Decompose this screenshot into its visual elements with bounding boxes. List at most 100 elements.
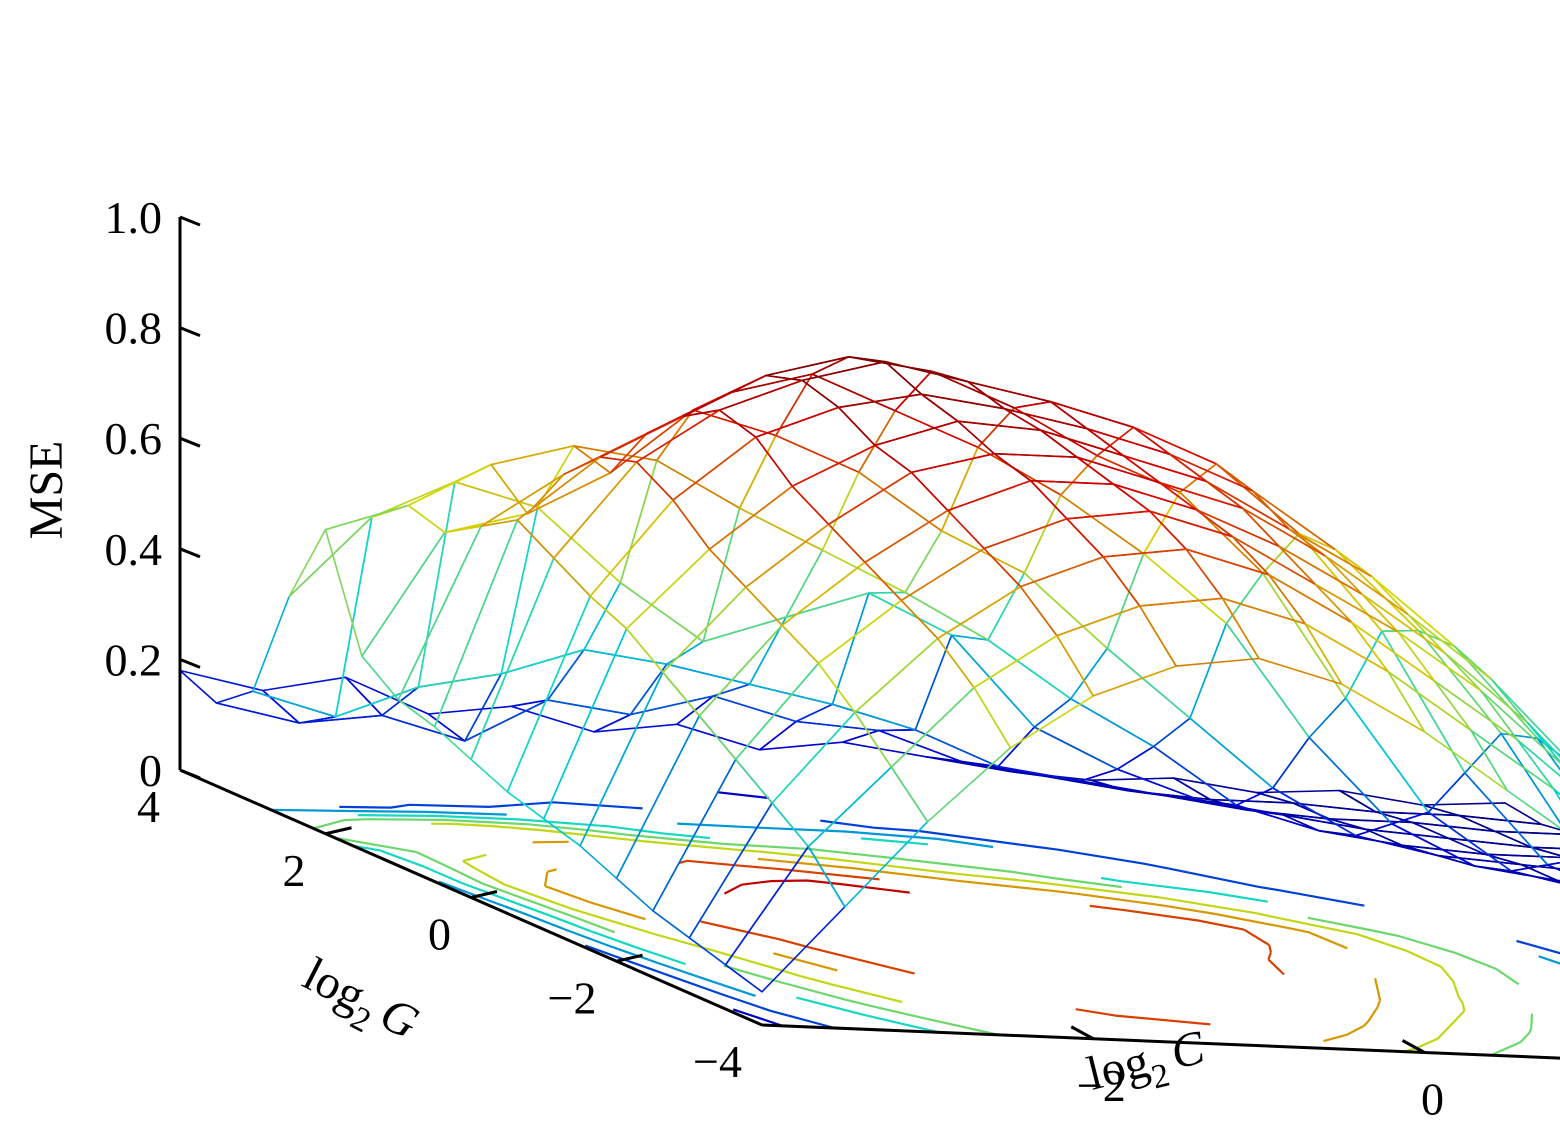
y-tick-label: 0 [428,909,451,960]
contour-line [352,814,1268,1034]
surface-patch [1066,510,1187,558]
surface-patch [1324,555,1446,654]
z-axis-label: MSE [20,441,73,540]
y-tick-mark [325,826,352,836]
surface-patch [500,506,622,675]
surface-patch [1470,729,1560,829]
surface-patch [490,445,612,515]
surface-patch [1235,787,1357,837]
surface-patch [1530,846,1560,857]
surface-patch [837,393,959,447]
surface-patch [1480,690,1560,777]
surface-patch [1344,630,1466,813]
z-tick-label: 0.2 [105,634,163,685]
surface-patch [1520,863,1560,882]
surface-patch [1185,548,1307,625]
surface-patch [1221,597,1343,685]
surface-patch [1500,732,1560,824]
x-axis-label: log2C [1082,1020,1213,1111]
z-tick-label: 1.0 [105,192,163,243]
surface-patch [987,572,1108,700]
y-tick-label: −4 [693,1036,742,1087]
surface-patch [546,648,668,716]
x-tick-mark [1070,1025,1094,1041]
y-tick-mark [470,890,498,899]
surface-patch [1494,830,1560,850]
surface-patch [1298,532,1420,632]
z-tick-mark [179,658,201,669]
surface-patch [1138,597,1260,667]
surface-patch [417,481,539,688]
contour-line [339,801,1560,1030]
surface-patch [983,518,1105,588]
surface-patch [1447,837,1560,859]
surface-patch [831,592,953,731]
surface-patch [1516,739,1560,796]
surface-patch [1351,621,1472,732]
x-tick-label: 0 [1421,1074,1444,1122]
surface-patch [795,703,917,732]
y-tick-label: −2 [548,972,597,1023]
surface-patch [324,504,446,657]
surface-patch [179,669,300,724]
z-tick-mark [179,436,201,448]
svg-text:log2C: log2C [1082,1020,1213,1111]
surface-patch [868,591,989,641]
contour-line [270,808,1560,997]
surface-patch [480,456,602,527]
surface-patch [894,370,1016,449]
surface-patch [1338,789,1460,817]
svg-text:log2G: log2G [290,948,427,1060]
surface-patch [397,519,519,728]
surface-patch [526,432,648,515]
surface-patch [1159,481,1280,548]
surface-patch [791,444,913,526]
z-tick-mark [179,215,201,227]
surface-patch [676,695,797,751]
surface-patch [1102,548,1224,607]
surface-patch [1278,545,1399,633]
surface-patch [940,446,1062,574]
surface-patch [298,686,420,724]
contour-line [718,791,784,1027]
z-tick-mark [179,326,201,337]
z-tick-label: 0.4 [105,524,163,575]
y-axis-label: log2G [290,948,427,1060]
surface-patch [593,695,715,733]
z-tick-label: 0.6 [105,413,163,464]
surface-patch [1526,721,1560,763]
surface-patch [817,599,939,714]
z-tick-label: 0 [139,745,162,796]
surface-patch [1268,574,1389,673]
surface-patch [1443,652,1560,764]
contour-projection [270,791,1560,1057]
surface-patch [745,523,866,627]
contour-line [679,859,1285,1026]
contour-line [532,840,1382,1043]
x-tick-label: −2 [1077,1060,1126,1111]
surface-patch [682,374,804,418]
y-tick-label: 4 [137,781,160,832]
surface-patch [1464,732,1560,866]
contour-line [313,818,1534,1057]
y-tick-mark [616,953,643,963]
surface-patch [1308,697,1430,825]
surface-patch [1510,864,1560,884]
z-tick-mark [179,547,201,559]
surface-patch [1354,823,1476,867]
surface-patch [464,648,585,742]
surface-patch [288,504,410,598]
surface-patch [543,627,664,847]
surface-patch [864,509,985,602]
surface-patch [215,690,337,724]
surface-patch [1241,507,1363,595]
surface-patch [615,715,737,912]
y-tick-label: 2 [283,845,306,896]
z-tick-mark [179,768,201,780]
surface-patch [536,445,658,584]
contour-line [723,879,910,895]
x-tick-mark [1401,1039,1426,1054]
surface-patch [1433,680,1555,790]
